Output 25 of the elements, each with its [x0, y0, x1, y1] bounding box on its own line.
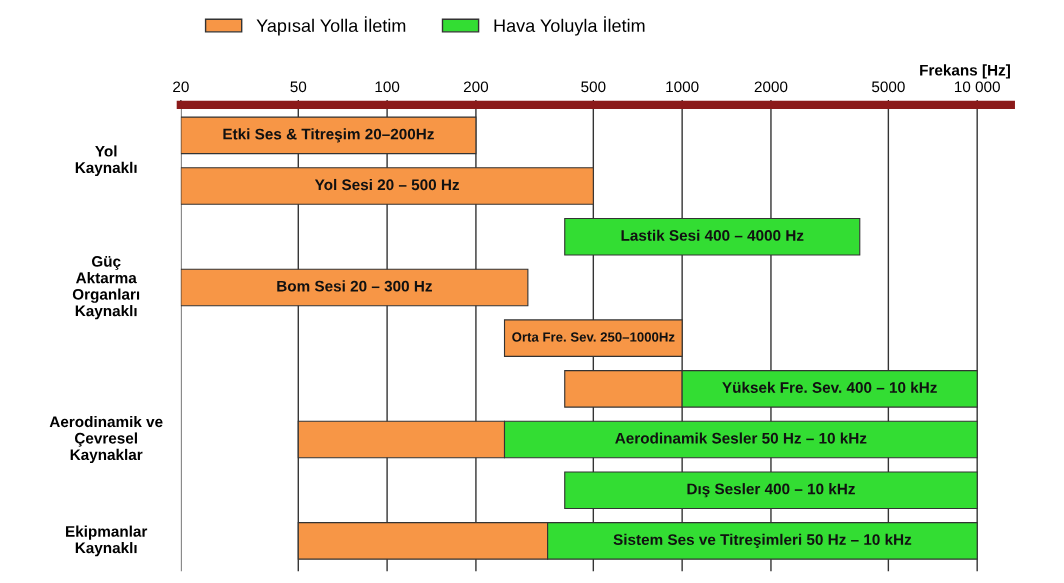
y-tick-label: Yüksek Fre. Sev. 400 – 10 kHz	[722, 381, 937, 393]
y-tick-label: Orta Fre. Sev. 250–1000Hz	[512, 332, 675, 342]
legend-label: Hava Yoluyla İletim	[494, 16, 645, 36]
x-tick-label: 100	[375, 81, 400, 93]
y-tick-label: Sistem Ses ve Titreşimleri 50 Hz – 10 kHz	[613, 533, 912, 549]
x-axis-title: Frekans [Hz]	[920, 64, 1010, 79]
y-tick-label: Etki Ses & Titreşim 20–200Hz	[223, 128, 434, 143]
x-tick-label: 500	[581, 81, 606, 93]
x-tick-label: 200	[463, 81, 489, 93]
x-tick-label: 5000	[871, 81, 905, 93]
legend-label: Yapısal Yolla İletim	[256, 16, 406, 36]
text: Aerodinamik ve Çevresel Kaynaklar	[49, 415, 163, 464]
y-tick-label: Yol Sesi 20 – 500 Hz	[314, 178, 460, 191]
text: Yol Kaynaklı	[75, 145, 137, 177]
y-tick-label: Aerodinamik Sesler 50 Hz – 10 kHz	[615, 432, 867, 444]
text: Ekipmanlar Kaynaklı	[66, 525, 148, 557]
y-tick-label: Bom Sesi 20 – 300 Hz	[277, 280, 432, 292]
x-tick-label: 1000	[666, 81, 699, 93]
x-tick-label: 10 000	[954, 81, 1000, 93]
y-tick-label: Dış Sesler 400 – 10 kHz	[687, 483, 855, 498]
x-tick-label: 20	[173, 81, 189, 93]
text: Güç Aktarma Organları Kaynaklı	[72, 256, 140, 320]
x-tick-label: 50	[290, 81, 307, 93]
x-tick-label: 2000	[754, 81, 788, 93]
y-tick-label: Lastik Sesi 400 – 4000 Hz	[621, 229, 804, 241]
